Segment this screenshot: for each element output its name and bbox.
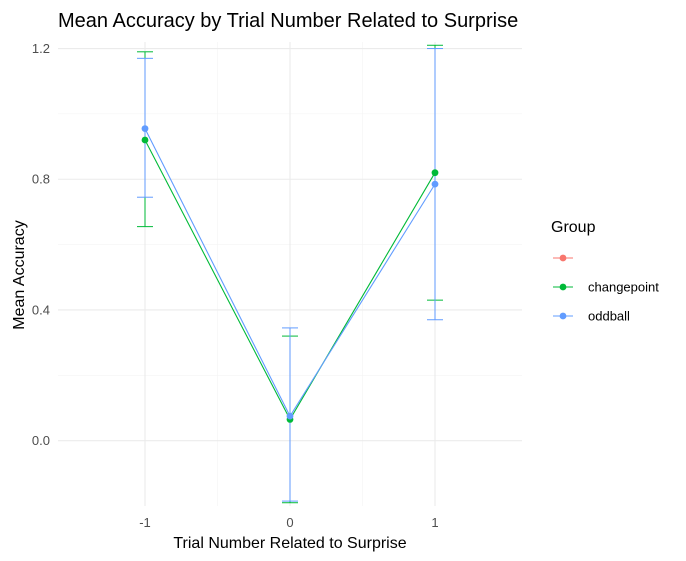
legend-label: oddball xyxy=(588,309,630,324)
legend-title: Group xyxy=(551,219,596,236)
y-tick-label: 1.2 xyxy=(32,41,50,56)
y-tick-label: 0.0 xyxy=(32,433,50,448)
data-points xyxy=(141,125,439,423)
data-point-oddball xyxy=(431,180,439,188)
legend-label: changepoint xyxy=(588,280,659,295)
x-tick-label: 0 xyxy=(286,515,293,530)
x-axis-ticks: -1 0 1 xyxy=(139,515,438,530)
x-axis-title: Trial Number Related to Surprise xyxy=(173,535,406,552)
legend-key-point xyxy=(559,312,567,320)
legend-key-point xyxy=(559,254,567,262)
y-axis-ticks: 0.0 0.4 0.8 1.2 xyxy=(32,41,50,448)
data-point-oddball xyxy=(286,412,294,420)
legend: Group changepoint oddball xyxy=(551,219,659,324)
x-tick-label: -1 xyxy=(139,515,151,530)
y-axis-title: Mean Accuracy xyxy=(11,220,28,329)
data-point-changepoint xyxy=(431,169,439,177)
data-point-changepoint xyxy=(141,136,149,144)
x-tick-label: 1 xyxy=(431,515,438,530)
y-tick-label: 0.4 xyxy=(32,302,50,317)
y-tick-label: 0.8 xyxy=(32,172,50,187)
legend-key-point xyxy=(559,283,567,291)
chart-title: Mean Accuracy by Trial Number Related to… xyxy=(58,10,518,32)
data-point-oddball xyxy=(141,125,149,132)
legend-items: changepoint oddball xyxy=(553,254,659,324)
